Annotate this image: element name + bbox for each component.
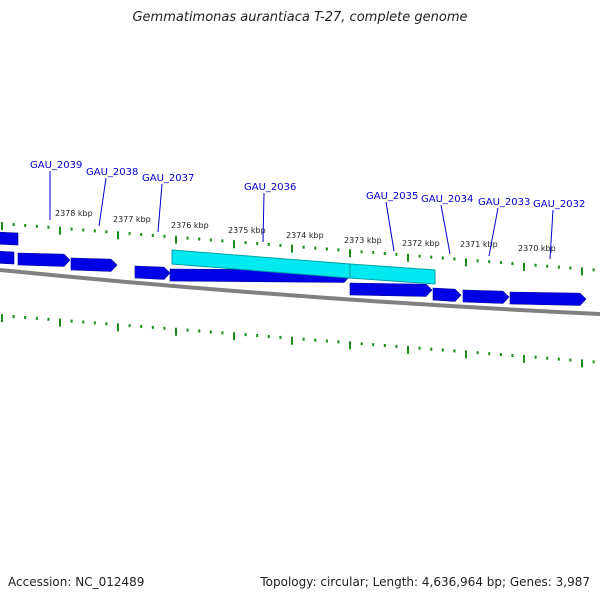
gene-arrow — [349, 282, 433, 297]
kbp-label: 2370 kbp — [518, 244, 556, 253]
gene-track — [0, 231, 587, 306]
gene-arrow — [17, 252, 71, 267]
kbp-label: 2372 kbp — [402, 239, 440, 248]
gene-label-leader — [262, 192, 265, 243]
kbp-label: 2371 kbp — [460, 240, 498, 249]
kbp-label: 2373 kbp — [344, 236, 382, 245]
genome-title: Gemmatimonas aurantiaca T-27, complete g… — [132, 10, 468, 25]
gene-label: GAU_2038 — [86, 167, 138, 178]
gene-label: GAU_2032 — [533, 199, 585, 210]
kbp-label: 2378 kbp — [55, 209, 93, 218]
genome-summary-text: Topology: circular; Length: 4,636,964 bp… — [260, 575, 590, 589]
gene-arrow — [134, 265, 171, 280]
kbp-label: 2375 kbp — [228, 226, 266, 235]
gene-arrow — [509, 291, 587, 306]
gene-arrow — [70, 257, 118, 272]
gene-label: GAU_2033 — [478, 197, 530, 208]
gene-label-leader — [157, 183, 163, 233]
kbp-label-group: 2378 kbp 2377 kbp 2376 kbp 2375 kbp 2374 kbp… — [55, 209, 556, 253]
gene-label: GAU_2035 — [366, 191, 418, 202]
gene-label-leader — [98, 177, 107, 227]
genome-backbone — [0, 268, 600, 316]
gene-highlight — [349, 263, 436, 285]
gene-arrow — [0, 250, 15, 265]
gene-label-group: GAU_2039 GAU_2038 GAU_2037 GAU_2036 GAU_2035… — [30, 160, 585, 260]
accession-text: Accession: NC_012489 — [8, 575, 145, 589]
kbp-label: 2377 kbp — [113, 215, 151, 224]
gene-arrow — [432, 287, 462, 302]
gene-label: GAU_2037 — [142, 173, 194, 184]
gene-label: GAU_2036 — [244, 182, 296, 193]
outer-tick-ring — [1, 222, 595, 276]
gene-label-leader — [549, 209, 554, 260]
inner-tick-ring — [1, 314, 595, 368]
gene-label: GAU_2039 — [30, 160, 82, 171]
gene-label-leader — [488, 207, 499, 257]
gene-label-leader — [440, 204, 451, 255]
gene-label-leader — [385, 201, 395, 252]
kbp-label: 2376 kbp — [171, 221, 209, 230]
kbp-label: 2374 kbp — [286, 231, 324, 240]
gene-label: GAU_2034 — [421, 194, 473, 205]
gene-arrow — [462, 289, 510, 304]
gene-arrow — [0, 231, 19, 246]
